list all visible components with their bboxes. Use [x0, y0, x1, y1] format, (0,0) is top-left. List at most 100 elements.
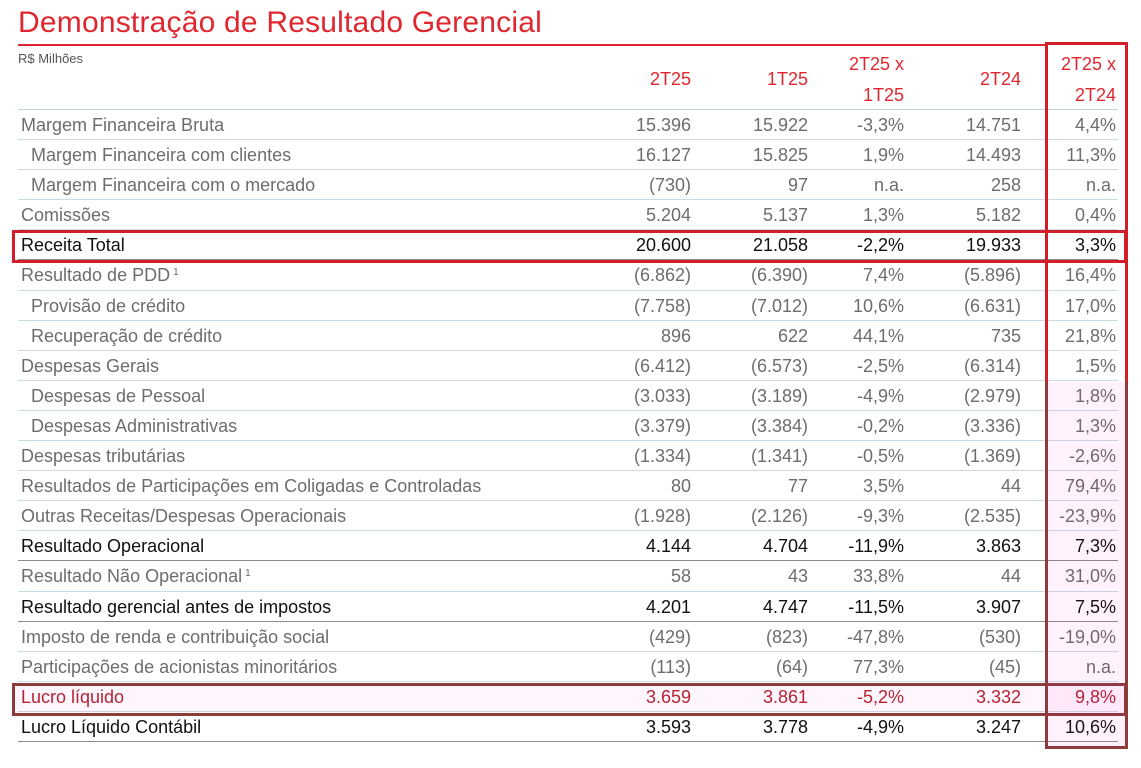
value-2t24: (45)	[988, 656, 1021, 677]
value-1t25: 3.861	[762, 686, 808, 707]
value-2t25: (113)	[650, 656, 691, 677]
row-label: Resultado Operacional	[21, 536, 204, 556]
value-2t25: 4.144	[645, 536, 691, 557]
value-2t24: 44	[1000, 566, 1021, 587]
change-yoy: 10,6%	[1064, 716, 1116, 737]
row-label-text: Imposto de renda e contribuição social	[21, 626, 330, 647]
value-2t25: (3.033)	[633, 385, 691, 406]
value-2t24: 19.933	[965, 235, 1021, 256]
value-1t25: (6.573)	[750, 355, 808, 376]
change-qoq: -4,9%	[856, 716, 904, 737]
change-qoq: -0,2%	[856, 415, 904, 436]
value-1t25: 15.922	[752, 115, 808, 135]
change-qoq: 1,9%	[862, 145, 904, 166]
change-qoq: -5,2%	[856, 686, 904, 707]
value-1t25: (64)	[775, 656, 808, 677]
row-label: Outras Receitas/Despesas Operacionais	[21, 506, 346, 526]
row-label: Resultado gerencial antes de impostos	[21, 597, 331, 617]
value-1t25: 77	[787, 476, 808, 497]
change-qoq: -2,2%	[856, 235, 904, 256]
change-yoy: 7,3%	[1074, 536, 1116, 557]
footnote-marker: 1	[245, 568, 251, 580]
page-title: Demonstração de Resultado Gerencial	[18, 6, 542, 39]
row-label-text: Comissões	[21, 205, 111, 226]
value-2t25: (429)	[648, 626, 691, 647]
row-label-text: Despesas tributárias	[21, 446, 186, 467]
table-row: Comissões 5.204 5.137 1,3% 5.182 0,4%	[18, 200, 1118, 231]
row-label-text: Despesas de Pessoal	[31, 385, 206, 406]
value-2t24: (6.631)	[963, 295, 1021, 316]
value-1t25: 97	[787, 175, 808, 196]
row-label: Resultado de PDD 1	[21, 265, 179, 285]
value-2t24: 3.863	[975, 536, 1021, 557]
row-label-text: Resultado Não Operacional	[21, 566, 243, 587]
footnote-marker: 1	[173, 267, 179, 279]
value-1t25: (7.012)	[750, 295, 808, 316]
value-2t25: 20.600	[635, 235, 691, 256]
value-2t25: (6.412)	[633, 355, 691, 376]
row-label-text: Margem Financeira com clientes	[31, 145, 292, 166]
change-qoq: -0,5%	[856, 446, 904, 467]
change-yoy: 3,3%	[1074, 235, 1116, 256]
value-2t24: (6.314)	[963, 355, 1021, 376]
table-row: Resultado Operacional 4.144 4.704 -11,9% 3.8…	[18, 531, 1118, 562]
change-yoy: 9,8%	[1074, 686, 1116, 707]
value-1t25: 4.704	[762, 536, 808, 557]
value-2t24: 3.907	[975, 596, 1021, 617]
value-2t25: (1.334)	[633, 446, 691, 467]
value-2t25: (6.862)	[633, 265, 691, 286]
table-row: Margem Financeira Bruta 15.396 15.922 -3,3%…	[18, 110, 1118, 141]
value-1t25: 3.778	[762, 716, 808, 737]
change-yoy: 7,5%	[1074, 596, 1116, 617]
change-yoy: 79,4%	[1064, 476, 1116, 497]
value-2t25: 4.201	[645, 596, 691, 617]
row-label-text: Resultado Operacional	[21, 536, 205, 557]
row-label: Imposto de renda e contribuição social	[21, 627, 329, 647]
row-label-text: Lucro Líquido Contábil	[21, 716, 202, 737]
value-2t24: 14.493	[965, 145, 1021, 166]
change-qoq: -3,3%	[856, 115, 904, 135]
value-2t24: 258	[990, 175, 1021, 196]
value-2t24: 3.332	[975, 686, 1021, 707]
change-yoy: 0,4%	[1074, 205, 1116, 226]
value-1t25: 5.137	[762, 205, 808, 226]
value-2t24: (2.535)	[963, 506, 1021, 527]
table-row: Margem Financeira com clientes 16.127 15.8…	[18, 140, 1118, 171]
change-qoq: -2,5%	[856, 355, 904, 376]
change-qoq: n.a.	[873, 175, 904, 196]
value-2t25: (730)	[648, 175, 691, 196]
row-label-text: Despesas Gerais	[21, 355, 160, 376]
row-label: Resultados de Participações em Coligadas…	[21, 476, 481, 496]
change-yoy: n.a.	[1085, 175, 1116, 196]
table-row: Despesas Gerais (6.412) (6.573) -2,5% (6.314…	[18, 351, 1118, 381]
value-1t25: (3.189)	[750, 385, 808, 406]
value-1t25: 4.747	[762, 596, 808, 617]
value-2t24: 14.751	[965, 115, 1021, 135]
value-1t25: (1.341)	[750, 446, 808, 467]
row-label: Margem Financeira com clientes	[31, 145, 291, 165]
table-row: Resultado Não Operacional 1 58 43 33,8% 44 31,…	[18, 561, 1118, 592]
value-1t25: (3.384)	[750, 415, 808, 436]
table-row: Lucro Líquido Contábil 3.593 3.778 -4,9% 3.2…	[18, 712, 1118, 742]
row-label-text: Margem Financeira com o mercado	[31, 175, 316, 196]
col-header-2t24: 2T24	[979, 69, 1021, 89]
change-qoq: -47,8%	[846, 626, 904, 647]
yoy-column-highlight-bottom	[1045, 382, 1128, 749]
value-2t24: 44	[1000, 476, 1021, 497]
row-label-text: Participações de acionistas minoritários	[21, 656, 338, 677]
value-2t24: (2.979)	[963, 385, 1021, 406]
value-2t25: 80	[670, 476, 691, 497]
change-yoy: n.a.	[1085, 656, 1116, 677]
change-qoq: 10,6%	[852, 295, 904, 316]
lucro-liquido-highlight	[12, 683, 1127, 716]
table-row: Provisão de crédito (7.758) (7.012) 10,6% (6…	[18, 291, 1118, 321]
value-2t25: 896	[660, 325, 691, 346]
table-row: Outras Receitas/Despesas Operacionais (1.…	[18, 501, 1118, 532]
value-2t25: 3.593	[645, 716, 691, 737]
table-row: Resultado de PDD 1 (6.862) (6.390) 7,4% (5.89…	[18, 260, 1118, 291]
change-qoq: 1,3%	[862, 205, 904, 226]
value-1t25: 21.058	[752, 235, 808, 256]
value-2t24: (530)	[978, 626, 1021, 647]
row-label: Margem Financeira Bruta	[21, 115, 224, 135]
yoy-column-highlight-top	[1045, 42, 1128, 382]
